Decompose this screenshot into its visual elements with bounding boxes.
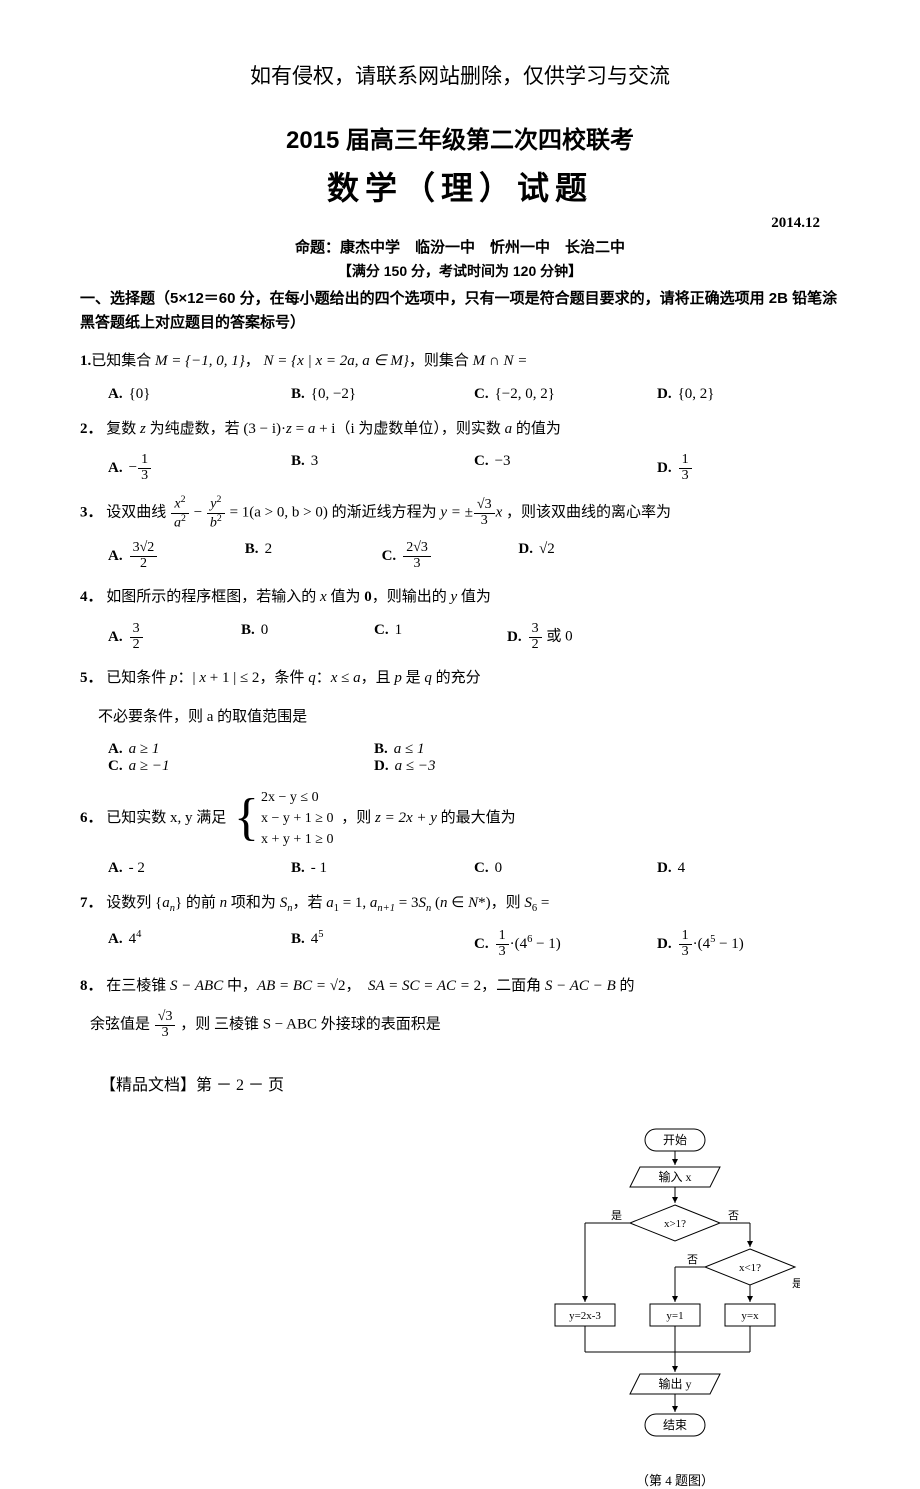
- question-2: 2． 复数 z 为纯虚数，若 (3 − i)·z = a + i（i 为虚数单位…: [80, 415, 840, 444]
- section-1-head: 一、选择题（5×12＝60 分，在每小题给出的四个选项中，只有一项是符合题目要求…: [80, 287, 840, 335]
- q5-options: A.a ≥ 1 B.a ≤ 1 C.a ≥ −1 D.a ≤ −3: [80, 741, 640, 775]
- q7-options: A.44 B.45 C.13·(46 − 1) D.13·(45 − 1): [80, 929, 840, 959]
- q3-opt-D: D.√2: [518, 541, 655, 571]
- flowchart-svg: 开始 输入 x x>1? 是 否 x<1? 否 是: [550, 1127, 800, 1467]
- fc-box2: y=1: [666, 1310, 683, 1322]
- question-5: 5． 已知条件 p：| x + 1 | ≤ 2，条件 q：x ≤ a，且 p 是…: [80, 664, 612, 731]
- q5-opt-A: A.a ≥ 1: [108, 741, 374, 758]
- question-1: 1.已知集合 M = {−1, 0, 1}， N = {x | x = 2a, …: [80, 347, 840, 376]
- fc-input: 输入 x: [658, 1169, 691, 1184]
- q3-options: A.3√22 B.2 C.2√33 D.√2: [80, 541, 655, 571]
- q1-options: A.{0} B.{0, −2} C.{−2, 0, 2} D.{0, 2}: [80, 386, 840, 403]
- page-footer: 【精品文档】第 － 2 － 页: [100, 1071, 840, 1095]
- q6-opt-D: D.4: [657, 860, 840, 877]
- exam-date: 2014.12: [80, 215, 820, 232]
- q1-opt-D: D.{0, 2}: [657, 386, 840, 403]
- question-4: 4． 如图所示的程序框图，若输入的 x 值为 0，则输出的 y 值为: [80, 583, 612, 612]
- q3-opt-C: C.2√33: [382, 541, 519, 571]
- q4-options: A.32 B.0 C.1 D.32 或 0: [80, 622, 640, 652]
- q1-opt-C: C.{−2, 0, 2}: [474, 386, 657, 403]
- q7-opt-A: A.44: [108, 929, 291, 959]
- q1-MN: M ∩ N =: [473, 353, 528, 369]
- q1-set-N: N = {x | x = 2a, a ∈ M}: [264, 353, 409, 369]
- q4-opt-B: B.0: [241, 622, 374, 652]
- svg-text:否: 否: [687, 1254, 698, 1266]
- q2-opt-A: A.−13: [108, 453, 291, 483]
- q2-opt-B: B.3: [291, 453, 474, 483]
- question-7: 7． 设数列 {an} 的前 n 项和为 Sn，若 a1 = 1, an+1 =…: [80, 889, 840, 919]
- q4-opt-C: C.1: [374, 622, 507, 652]
- fc-cond1: x>1?: [664, 1218, 686, 1230]
- q4-opt-A: A.32: [108, 622, 241, 652]
- svg-text:否: 否: [728, 1210, 739, 1222]
- fc-end: 结束: [663, 1418, 687, 1432]
- fc-start: 开始: [663, 1133, 687, 1147]
- q1-number: 1.: [80, 353, 91, 369]
- fc-cond2: x<1?: [739, 1262, 761, 1274]
- exam-title-2: 数学（理）试题: [80, 163, 840, 209]
- q3-hyperbola-y: y2b2: [207, 495, 225, 531]
- authors: 命题：康杰中学 临汾一中 忻州一中 长治二中: [80, 236, 840, 257]
- q3-opt-A: A.3√22: [108, 541, 245, 571]
- flowchart-caption: （第 4 题图）: [550, 1470, 800, 1489]
- q7-opt-B: B.45: [291, 929, 474, 959]
- fc-output: 输出 y: [658, 1376, 691, 1391]
- exam-title-1: 2015 届高三年级第二次四校联考: [80, 120, 840, 155]
- q7-opt-D: D.13·(45 − 1): [657, 929, 840, 959]
- q2-opt-D: D.13: [657, 453, 840, 483]
- q5-opt-D: D.a ≤ −3: [374, 758, 640, 775]
- fc-box1: y=2x-3: [569, 1310, 601, 1322]
- flowchart-q4: 开始 输入 x x>1? 是 否 x<1? 否 是: [550, 1127, 800, 1467]
- top-notice: 如有侵权，请联系网站删除，仅供学习与交流: [80, 60, 840, 90]
- svg-text:是: 是: [611, 1209, 622, 1222]
- question-3: 3． 设双曲线 x2a2 − y2b2 = 1(a > 0, b > 0) 的渐…: [80, 495, 840, 531]
- q1-opt-A: A.{0}: [108, 386, 291, 403]
- q2-opt-C: C.−3: [474, 453, 657, 483]
- q3-opt-B: B.2: [245, 541, 382, 571]
- q6-opt-C: C.0: [474, 860, 657, 877]
- q3-hyperbola-x: x2a2: [171, 495, 189, 531]
- q1-set-M: M = {−1, 0, 1}: [155, 353, 245, 369]
- exam-meta: 【满分 150 分，考试时间为 120 分钟】: [80, 261, 840, 281]
- question-8: 8． 在三棱锥 S − ABC 中，AB = BC = √2， SA = SC …: [80, 972, 840, 1041]
- q1-opt-B: B.{0, −2}: [291, 386, 474, 403]
- q6-system: { 2x − y ≤ 0 x − y + 1 ≥ 0 x + y + 1 ≥ 0: [234, 787, 333, 850]
- q6-opt-B: B.- 1: [291, 860, 474, 877]
- q2-options: A.−13 B.3 C.−3 D.13: [80, 453, 840, 483]
- fc-box3: y=x: [741, 1310, 759, 1322]
- question-6: 6． 已知实数 x, y 满足 { 2x − y ≤ 0 x − y + 1 ≥…: [80, 787, 627, 850]
- q4-opt-D: D.32 或 0: [507, 622, 640, 652]
- q6-options: A.- 2 B.- 1 C.0 D.4: [80, 860, 840, 877]
- q6-opt-A: A.- 2: [108, 860, 291, 877]
- q7-opt-C: C.13·(46 − 1): [474, 929, 657, 959]
- q5-opt-B: B.a ≤ 1: [374, 741, 640, 758]
- q5-opt-C: C.a ≥ −1: [108, 758, 374, 775]
- svg-text:是: 是: [792, 1277, 800, 1290]
